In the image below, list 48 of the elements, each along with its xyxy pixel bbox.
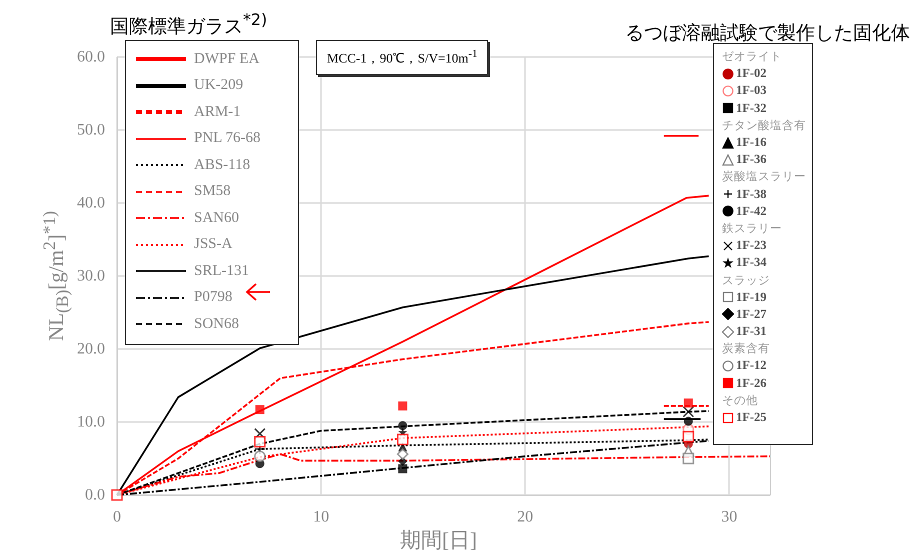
legend-label: P0798 — [194, 289, 232, 306]
legend-label: 1F-42 — [736, 204, 767, 219]
x-axis-title: 期間[日] — [400, 527, 477, 554]
annotation: 炭酸塩スラリー — [722, 168, 807, 186]
annotation: スラッジ — [722, 272, 771, 289]
annotation: 炭素含有 — [722, 340, 771, 358]
annotation: MCC-1，90℃，S/V=10m$^{-1}$ — [316, 40, 488, 76]
y-tick-label: 0.0 — [85, 486, 105, 504]
legend-label: JSS-A — [194, 236, 232, 254]
legend-label: 1F-12 — [736, 358, 767, 374]
legend-label: 1F-02 — [736, 66, 767, 82]
x-tick-label: 20 — [517, 508, 534, 526]
legend-label: 1F-27 — [736, 306, 767, 322]
x-tick-label: 0 — [113, 508, 121, 526]
legend-title: 国際標準ガラス$^{*2)}$ — [110, 10, 268, 40]
legend-label: 1F-19 — [736, 290, 767, 305]
legend-label: ABS-118 — [194, 156, 250, 174]
legend-label: 1F-03 — [736, 83, 767, 98]
legend-label: 1F-16 — [736, 135, 767, 150]
legend-label: 1F-34 — [736, 255, 767, 270]
legend-label: SM58 — [194, 183, 231, 200]
legend-label: SON68 — [194, 316, 240, 333]
x-tick-label: 30 — [721, 508, 738, 526]
annotation: その他 — [722, 392, 759, 409]
chart-title: るつぼ溶融試験で製作した固化体 — [625, 21, 910, 46]
legend-label: 1F-36 — [736, 152, 767, 168]
legend-label: 1F-31 — [736, 324, 767, 340]
legend-label: 1F-32 — [736, 100, 767, 116]
legend-label: PNL 76-68 — [194, 130, 261, 148]
legend-label: SRL-131 — [194, 262, 250, 280]
y-tick-label: 10.0 — [77, 414, 105, 430]
y-tick-label: 50.0 — [77, 122, 105, 138]
y-tick-label: 20.0 — [77, 340, 105, 358]
legend-label: 1F-38 — [736, 186, 767, 202]
annotation: ゼオライト — [722, 48, 783, 66]
x-tick-label: 10 — [313, 508, 330, 526]
legend-label: 1F-26 — [736, 376, 767, 391]
y-tick-label: 40.0 — [77, 194, 105, 212]
legend-label: DWPF EA — [194, 50, 260, 68]
annotation: 鉄スラリー — [722, 220, 783, 237]
y-tick-label: 30.0 — [77, 268, 105, 284]
legend-label: 1F-25 — [736, 410, 767, 426]
y-tick-label: 60.0 — [77, 48, 105, 66]
legend-label: 1F-23 — [736, 238, 767, 254]
legend-label: ARM-1 — [194, 104, 241, 121]
annotation: チタン酸塩含有 — [722, 116, 807, 134]
legend-label: SAN60 — [194, 210, 240, 227]
legend-label: UK-209 — [194, 77, 244, 94]
